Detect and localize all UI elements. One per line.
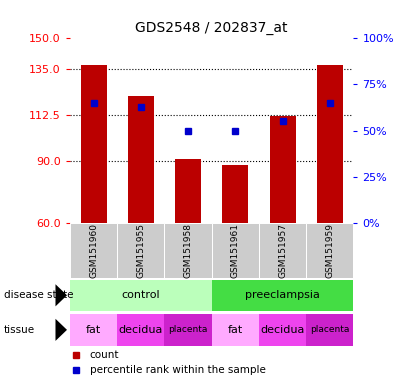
Bar bbox=[70, 314, 117, 346]
Bar bbox=[212, 280, 353, 311]
Bar bbox=[306, 314, 353, 346]
Bar bbox=[317, 65, 343, 223]
Polygon shape bbox=[55, 284, 67, 306]
Bar bbox=[212, 223, 259, 278]
Text: GSM151961: GSM151961 bbox=[231, 223, 240, 278]
Bar bbox=[306, 223, 353, 278]
Bar bbox=[175, 159, 201, 223]
Text: preeclampsia: preeclampsia bbox=[245, 290, 320, 300]
Title: GDS2548 / 202837_at: GDS2548 / 202837_at bbox=[135, 21, 288, 35]
Text: GSM151959: GSM151959 bbox=[326, 223, 334, 278]
Text: percentile rank within the sample: percentile rank within the sample bbox=[90, 366, 266, 376]
Bar bbox=[164, 314, 212, 346]
Bar bbox=[270, 116, 296, 223]
Text: fat: fat bbox=[228, 325, 243, 335]
Bar bbox=[70, 280, 212, 311]
Text: placenta: placenta bbox=[169, 325, 208, 334]
Bar bbox=[70, 223, 117, 278]
Bar bbox=[259, 314, 306, 346]
Bar bbox=[212, 314, 259, 346]
Bar bbox=[117, 223, 164, 278]
Bar bbox=[164, 223, 212, 278]
Bar bbox=[222, 166, 248, 223]
Text: tissue: tissue bbox=[4, 325, 35, 335]
Text: decidua: decidua bbox=[119, 325, 163, 335]
Text: GSM151955: GSM151955 bbox=[136, 223, 145, 278]
Bar bbox=[128, 96, 154, 223]
Text: GSM151957: GSM151957 bbox=[278, 223, 287, 278]
Text: decidua: decidua bbox=[261, 325, 305, 335]
Text: disease state: disease state bbox=[4, 290, 74, 300]
Polygon shape bbox=[55, 319, 67, 341]
Text: GSM151958: GSM151958 bbox=[184, 223, 192, 278]
Text: count: count bbox=[90, 350, 119, 360]
Bar bbox=[81, 65, 106, 223]
Text: GSM151960: GSM151960 bbox=[89, 223, 98, 278]
Text: control: control bbox=[122, 290, 160, 300]
Bar bbox=[117, 314, 164, 346]
Text: fat: fat bbox=[86, 325, 101, 335]
Bar bbox=[259, 223, 306, 278]
Text: placenta: placenta bbox=[310, 325, 349, 334]
